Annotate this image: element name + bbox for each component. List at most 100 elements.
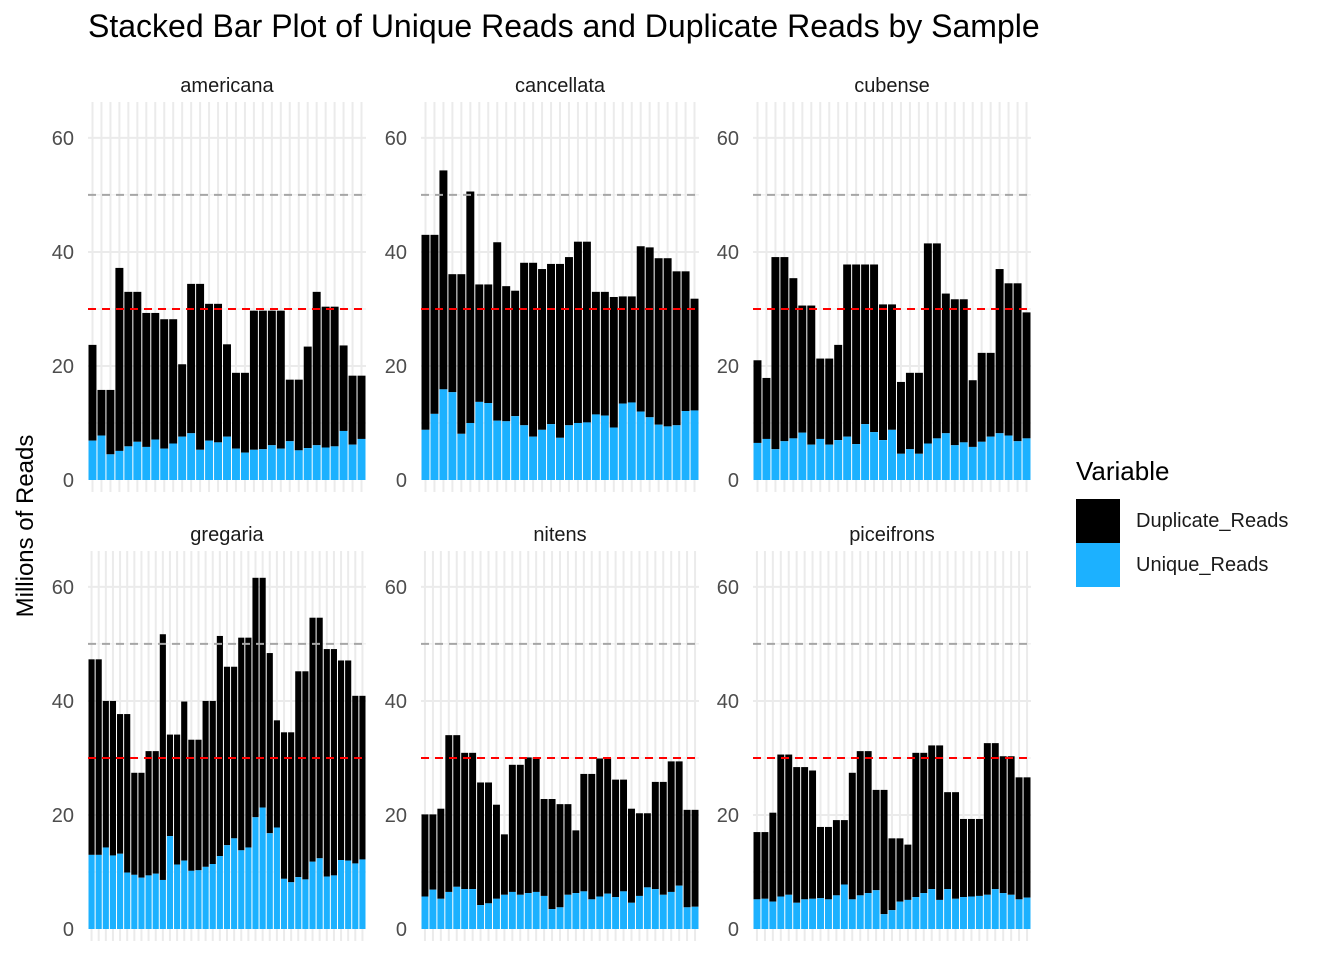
bar-duplicate-gregaria-28 (280, 732, 288, 879)
bar-unique-nitens-7 (469, 889, 477, 929)
y-tick-label: 60 (52, 577, 74, 599)
bar-duplicate-piceifrons-20 (904, 844, 912, 900)
bar-unique-cubense-5 (789, 438, 798, 480)
bar-unique-americana-24 (294, 450, 303, 480)
bar-duplicate-piceifrons-22 (920, 752, 928, 894)
bar-duplicate-cubense-26 (977, 352, 986, 442)
bar-unique-cancellata-6 (466, 422, 475, 480)
bar-duplicate-nitens-10 (492, 804, 500, 899)
y-tick-label: 0 (63, 919, 74, 941)
bar-unique-americana-27 (321, 447, 330, 480)
bar-unique-cubense-23 (950, 445, 959, 480)
bar-unique-cancellata-20 (591, 414, 600, 480)
bar-duplicate-cubense-28 (995, 269, 1004, 434)
bar-unique-cubense-2 (762, 438, 771, 480)
bar-unique-cubense-27 (986, 436, 995, 480)
bar-unique-nitens-31 (659, 894, 667, 929)
bar-duplicate-cancellata-22 (609, 296, 618, 428)
bar-duplicate-cubense-21 (932, 243, 941, 439)
bar-unique-nitens-22 (588, 899, 596, 929)
bar-duplicate-cancellata-14 (538, 269, 547, 430)
bar-duplicate-piceifrons-23 (928, 745, 936, 890)
bar-duplicate-cancellata-8 (484, 284, 493, 404)
bar-duplicate-gregaria-13 (174, 734, 181, 865)
bar-unique-gregaria-2 (95, 854, 102, 929)
panel-title-gregaria: gregaria (190, 524, 264, 546)
bar-duplicate-gregaria-27 (273, 720, 280, 828)
bar-duplicate-gregaria-19 (216, 635, 223, 857)
bar-unique-nitens-19 (564, 894, 572, 929)
bar-unique-nitens-25 (612, 897, 620, 929)
bar-duplicate-cancellata-6 (466, 191, 475, 423)
bar-duplicate-cancellata-25 (636, 246, 645, 412)
bar-unique-americana-31 (357, 438, 366, 480)
bar-unique-piceifrons-11 (832, 895, 840, 929)
bar-unique-cubense-16 (888, 429, 896, 480)
bar-duplicate-cancellata-5 (457, 274, 466, 434)
bar-duplicate-piceifrons-3 (769, 812, 777, 902)
bar-unique-gregaria-3 (102, 847, 109, 929)
legend-label-duplicate: Duplicate_Reads (1136, 509, 1289, 532)
bar-unique-gregaria-32 (309, 861, 316, 929)
bar-unique-piceifrons-22 (920, 893, 928, 929)
bar-duplicate-americana-25 (303, 346, 312, 449)
bar-duplicate-cancellata-23 (618, 296, 627, 404)
bar-duplicate-gregaria-39 (359, 695, 366, 860)
bar-duplicate-gregaria-12 (166, 734, 174, 837)
bar-duplicate-gregaria-6 (124, 714, 131, 873)
bar-unique-gregaria-1 (88, 854, 95, 929)
bar-duplicate-nitens-28 (635, 813, 643, 896)
bar-duplicate-gregaria-24 (252, 577, 259, 818)
bar-unique-gregaria-37 (345, 860, 352, 929)
bar-unique-piceifrons-6 (793, 902, 801, 929)
bar-unique-gregaria-39 (359, 859, 366, 929)
bar-unique-nitens-13 (516, 894, 524, 929)
bar-unique-americana-21 (267, 445, 276, 480)
bar-duplicate-gregaria-2 (95, 659, 102, 855)
y-tick-label: 0 (63, 470, 74, 492)
y-tick-label: 20 (717, 805, 739, 827)
bar-unique-nitens-14 (524, 893, 532, 929)
bar-duplicate-americana-19 (249, 310, 258, 450)
bar-duplicate-nitens-3 (437, 808, 445, 899)
bar-duplicate-cubense-4 (780, 257, 789, 442)
bar-unique-gregaria-29 (288, 882, 295, 929)
bar-duplicate-nitens-7 (469, 752, 477, 890)
bar-unique-cubense-31 (1022, 438, 1031, 480)
bar-duplicate-nitens-6 (461, 752, 469, 890)
bar-unique-nitens-34 (683, 907, 691, 929)
bar-duplicate-gregaria-26 (266, 653, 273, 834)
bar-unique-cubense-24 (959, 442, 968, 480)
bar-unique-cubense-15 (879, 440, 888, 480)
panel-title-piceifrons: piceifrons (849, 524, 935, 546)
bar-duplicate-cubense-30 (1013, 283, 1022, 442)
bar-duplicate-piceifrons-26 (952, 792, 960, 899)
bar-duplicate-cubense-1 (753, 360, 762, 443)
bar-duplicate-cancellata-19 (582, 241, 591, 423)
bar-unique-piceifrons-31 (991, 889, 999, 929)
bar-unique-cancellata-14 (538, 429, 547, 480)
bar-unique-cancellata-30 (681, 411, 690, 480)
bar-unique-gregaria-11 (159, 879, 166, 929)
bar-duplicate-piceifrons-35 (1023, 777, 1031, 898)
bar-duplicate-cancellata-1 (421, 234, 430, 430)
bar-unique-gregaria-15 (188, 870, 195, 929)
y-tick-label: 60 (385, 577, 407, 599)
bar-unique-piceifrons-14 (856, 895, 864, 929)
bar-duplicate-cancellata-29 (672, 271, 681, 426)
bar-duplicate-nitens-13 (516, 764, 524, 895)
bar-unique-piceifrons-5 (785, 894, 793, 929)
bar-unique-nitens-29 (643, 887, 651, 929)
bar-unique-gregaria-22 (238, 850, 245, 929)
bar-duplicate-nitens-22 (588, 773, 596, 900)
bar-unique-cubense-3 (771, 449, 780, 480)
bar-duplicate-cancellata-3 (439, 170, 448, 390)
bar-unique-cubense-21 (932, 438, 941, 480)
bar-unique-americana-22 (276, 448, 285, 480)
bar-duplicate-piceifrons-27 (960, 818, 967, 898)
bar-duplicate-cubense-27 (986, 352, 995, 437)
bar-duplicate-cancellata-4 (448, 274, 457, 393)
bar-duplicate-nitens-1 (421, 814, 429, 897)
bar-duplicate-cancellata-12 (520, 262, 529, 426)
bar-unique-piceifrons-12 (840, 884, 848, 929)
